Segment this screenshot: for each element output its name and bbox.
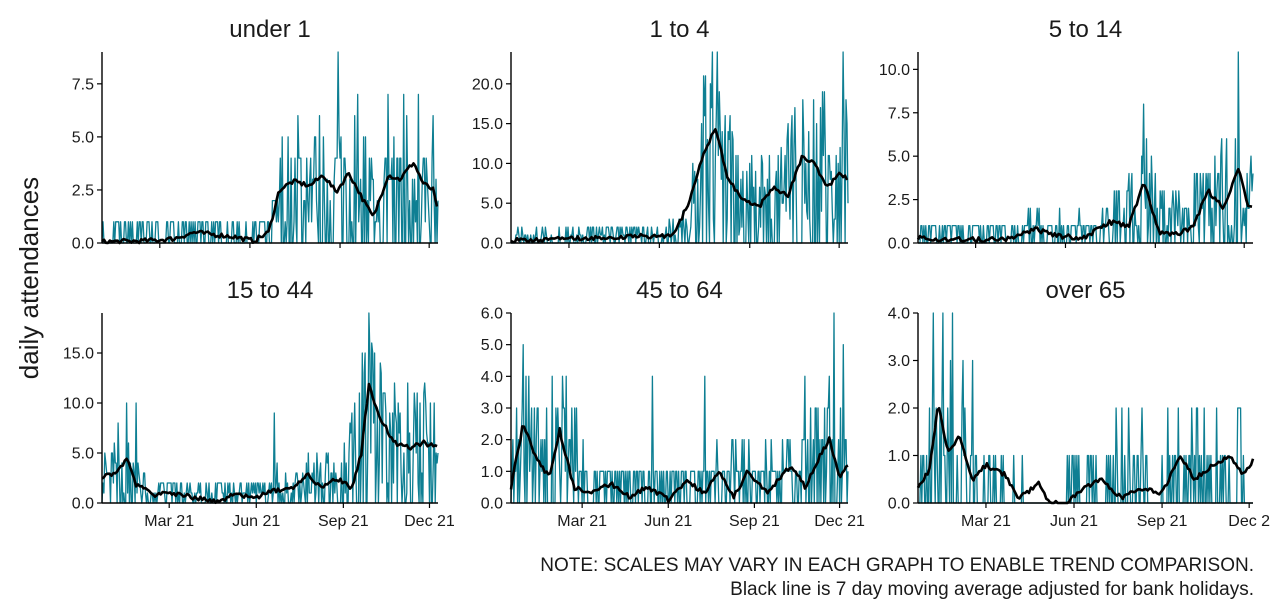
y-tick-label-under-1: 0.0 bbox=[72, 236, 94, 253]
y-tick-label-45-to-64: 3.0 bbox=[481, 401, 503, 418]
x-tick-label-15-to-44: Dec 21 bbox=[404, 513, 455, 530]
panel-title-15-to-44: 15 to 44 bbox=[227, 277, 314, 304]
y-tick-label-over-65: 2.0 bbox=[888, 401, 910, 418]
scale-note: NOTE: SCALES MAY VARY IN EACH GRAPH TO E… bbox=[540, 555, 1254, 576]
x-tick-label-over-65: Mar 21 bbox=[961, 513, 1011, 530]
moving-average-1-to-4 bbox=[510, 128, 849, 244]
x-tick-label-15-to-44: Mar 21 bbox=[144, 513, 194, 530]
y-tick-label-1-to-4: 10.0 bbox=[472, 156, 503, 173]
moving-average-over-65 bbox=[916, 406, 1255, 505]
y-tick-label-5-to-14: 0.0 bbox=[888, 236, 910, 253]
y-tick-label-over-65: 4.0 bbox=[888, 306, 910, 323]
x-tick-label-45-to-64: Dec 21 bbox=[814, 513, 865, 530]
y-tick-label-under-1: 5.0 bbox=[72, 129, 94, 146]
x-tick-label-45-to-64: Jun 21 bbox=[644, 513, 692, 530]
y-tick-label-1-to-4: 15.0 bbox=[472, 116, 503, 133]
daily-series-under-1 bbox=[101, 51, 439, 244]
y-tick-label-45-to-64: 5.0 bbox=[481, 337, 503, 354]
y-tick-label-45-to-64: 2.0 bbox=[481, 432, 503, 449]
panel-title-under-1: under 1 bbox=[229, 16, 310, 43]
x-tick-label-over-65: Dec 2 bbox=[1228, 513, 1270, 530]
y-tick-label-under-1: 2.5 bbox=[72, 182, 94, 199]
y-tick-label-5-to-14: 7.5 bbox=[888, 105, 910, 122]
daily-series-5-to-14 bbox=[918, 51, 1254, 244]
x-tick-label-over-65: Sep 21 bbox=[1137, 513, 1188, 530]
y-tick-label-15-to-44: 15.0 bbox=[63, 346, 94, 363]
y-tick-label-45-to-64: 1.0 bbox=[481, 464, 503, 481]
y-tick-label-45-to-64: 4.0 bbox=[481, 369, 503, 386]
y-tick-label-1-to-4: 20.0 bbox=[472, 76, 503, 93]
y-tick-label-1-to-4: 0.0 bbox=[481, 236, 503, 253]
y-tick-label-45-to-64: 6.0 bbox=[481, 306, 503, 323]
moving-average-under-1 bbox=[101, 162, 439, 245]
y-tick-label-15-to-44: 10.0 bbox=[63, 396, 94, 413]
y-tick-label-5-to-14: 10.0 bbox=[879, 62, 910, 79]
x-tick-label-45-to-64: Sep 21 bbox=[729, 513, 780, 530]
y-tick-label-over-65: 3.0 bbox=[888, 353, 910, 370]
y-axis-label: daily attendances bbox=[14, 177, 44, 379]
panel-title-45-to-64: 45 to 64 bbox=[636, 277, 723, 304]
panel-title-over-65: over 65 bbox=[1045, 277, 1125, 304]
moving-average-5-to-14 bbox=[916, 167, 1253, 244]
daily-series-1-to-4 bbox=[511, 51, 849, 244]
y-tick-label-15-to-44: 0.0 bbox=[72, 496, 94, 513]
daily-series-15-to-44 bbox=[101, 312, 439, 504]
x-tick-label-15-to-44: Jun 21 bbox=[232, 513, 280, 530]
x-tick-label-over-65: Jun 21 bbox=[1050, 513, 1098, 530]
panel-title-1-to-4: 1 to 4 bbox=[649, 16, 709, 43]
y-tick-label-over-65: 1.0 bbox=[888, 448, 910, 465]
y-tick-label-under-1: 7.5 bbox=[72, 76, 94, 93]
y-tick-label-5-to-14: 5.0 bbox=[888, 149, 910, 166]
moving-average-note: Black line is 7 day moving average adjus… bbox=[730, 579, 1254, 600]
x-tick-label-45-to-64: Mar 21 bbox=[557, 513, 607, 530]
moving-average-15-to-44 bbox=[101, 382, 438, 505]
x-tick-label-15-to-44: Sep 21 bbox=[318, 513, 369, 530]
moving-average-45-to-64 bbox=[509, 425, 849, 504]
y-tick-label-over-65: 0.0 bbox=[888, 496, 910, 513]
y-tick-label-45-to-64: 0.0 bbox=[481, 496, 503, 513]
y-tick-label-15-to-44: 5.0 bbox=[72, 446, 94, 463]
y-tick-label-5-to-14: 2.5 bbox=[888, 192, 910, 209]
panel-title-5-to-14: 5 to 14 bbox=[1049, 16, 1122, 43]
y-tick-label-1-to-4: 5.0 bbox=[481, 196, 503, 213]
